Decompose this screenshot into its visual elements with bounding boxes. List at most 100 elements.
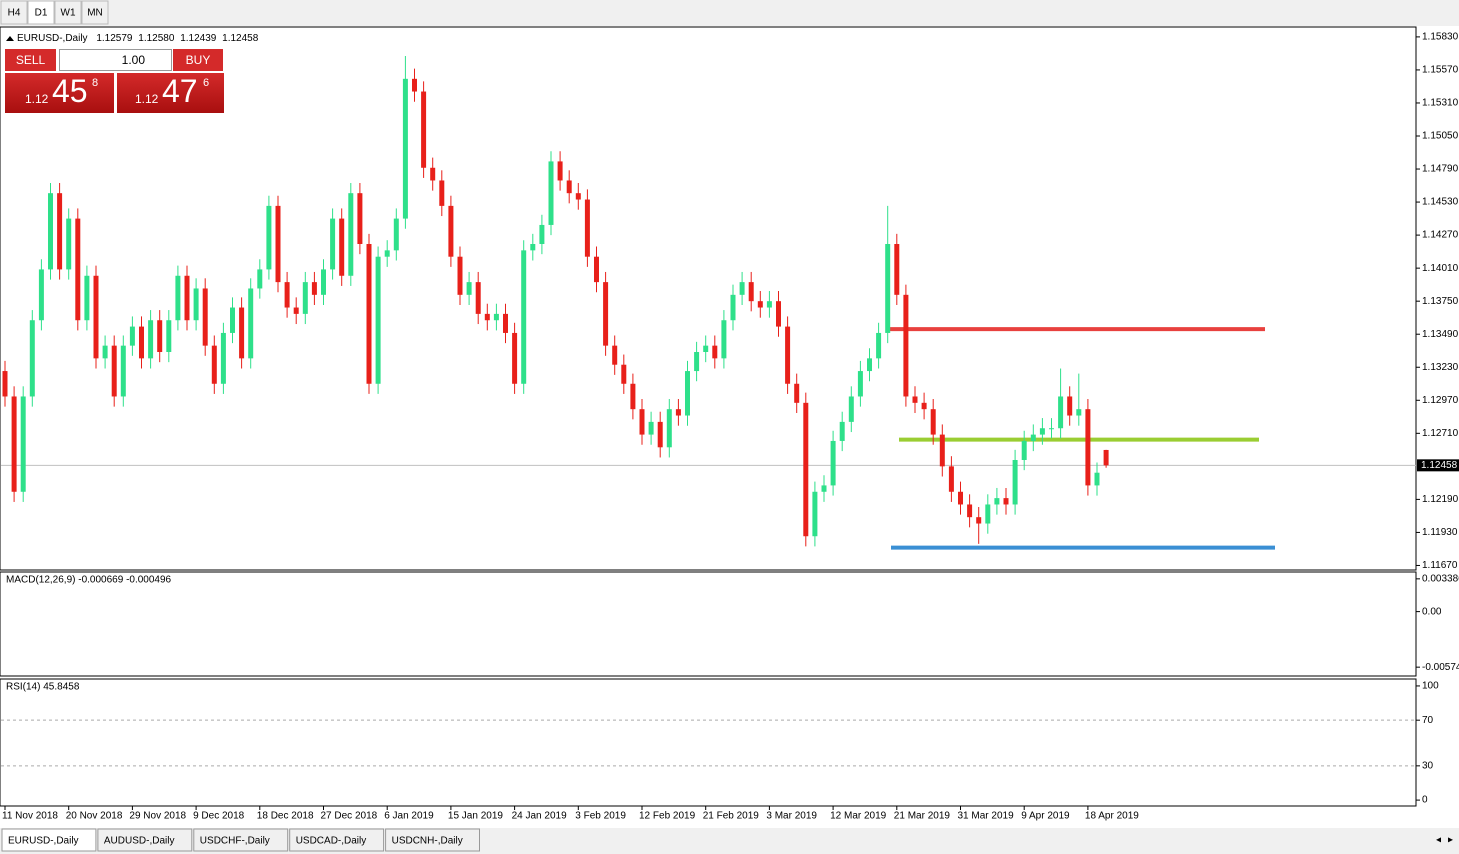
sell-price[interactable]: 1.12 45 8 (5, 73, 114, 113)
y-tick-label: 1.14790 (1422, 164, 1459, 175)
candle-body (375, 256, 381, 384)
candle-body (1021, 440, 1027, 460)
candle-body (503, 313, 508, 333)
candle-body (948, 466, 954, 492)
candle-body (448, 205, 454, 257)
candle-body (20, 396, 26, 492)
candle-body (603, 282, 609, 346)
sell-button[interactable]: SELL (5, 49, 56, 71)
candle-body (757, 301, 763, 308)
candle-body (330, 218, 336, 270)
high: 1.12580 (138, 33, 175, 44)
timeframe-tab[interactable] (0, 0, 28, 25)
candle-body (48, 193, 53, 270)
candle-body (939, 434, 945, 467)
candle-body (366, 244, 372, 384)
y-tick-label: 1.12710 (1422, 428, 1459, 439)
candle-body (475, 282, 481, 314)
timeframe-label: W1 (61, 8, 76, 19)
symbol-tab[interactable] (97, 828, 193, 852)
candle-body (102, 345, 108, 359)
candle-body (712, 345, 718, 359)
lot-input[interactable]: 1.00 (59, 49, 172, 71)
candle-body (739, 282, 745, 295)
bid-tag (1417, 459, 1459, 472)
candle-body (421, 91, 427, 168)
x-tick-label: 21 Feb 2019 (703, 811, 760, 822)
timeframe-tab[interactable] (81, 0, 109, 25)
candle-body (29, 320, 35, 397)
candle-body (630, 383, 636, 410)
x-tick-label: 3 Feb 2019 (575, 811, 626, 822)
candle-body (776, 301, 781, 327)
candle-body (1103, 449, 1109, 466)
candle-body (38, 269, 44, 321)
candle-body (148, 320, 154, 359)
candle-body (348, 193, 354, 276)
buy-price[interactable]: 1.12 47 6 (117, 73, 224, 113)
candle-body (284, 282, 290, 308)
macd-panel (0, 571, 1417, 677)
symbol-tab[interactable] (385, 828, 481, 852)
price-fraction: 8 (92, 77, 99, 89)
low: 1.12439 (180, 33, 217, 44)
candle-body (1076, 409, 1082, 416)
x-tick-label: 18 Apr 2019 (1085, 811, 1139, 822)
x-tick-label: 9 Dec 2018 (193, 811, 245, 822)
x-tick-label: 6 Jan 2019 (384, 811, 434, 822)
symbol-tab[interactable] (289, 828, 385, 852)
candle-body (439, 180, 445, 206)
candle-body (885, 244, 891, 333)
candle-body (202, 288, 208, 346)
price-fraction: 6 (203, 77, 210, 89)
candle-body (612, 345, 618, 365)
candle-body (921, 402, 927, 410)
candle-body (11, 396, 17, 492)
scroll-left[interactable]: ◂ (1436, 835, 1441, 846)
y-tick-label: 1.15830 (1422, 32, 1459, 43)
y-tick-label: 100 (1422, 681, 1439, 692)
candle-body (557, 161, 563, 181)
symbol-tab[interactable] (193, 828, 289, 852)
x-tick-label: 9 Apr 2019 (1021, 811, 1070, 822)
y-tick-label: -0.00574 (1422, 662, 1459, 673)
x-tick-label: 12 Feb 2019 (639, 811, 696, 822)
candle-body (748, 282, 754, 302)
candle-body (694, 352, 700, 372)
symbol-tab[interactable] (1, 828, 97, 852)
price-panel (0, 26, 1417, 571)
price-prefix: 1.12 (25, 92, 49, 106)
timeframe-tab[interactable] (54, 0, 82, 25)
candle-body (430, 167, 436, 181)
candle-body (412, 78, 417, 92)
timeframe-label: H4 (8, 8, 21, 19)
candle-body (803, 402, 809, 537)
candle-body (666, 409, 672, 448)
candle-body (1039, 428, 1045, 435)
y-tick-label: 1.15570 (1422, 65, 1459, 76)
y-tick-label: 1.15310 (1422, 98, 1459, 109)
candle-body (66, 218, 72, 270)
candle-body (139, 326, 144, 359)
macd-label: MACD(12,26,9) -0.000669 -0.000496 (6, 575, 172, 586)
candle-body (293, 307, 299, 314)
candle-body (985, 504, 991, 524)
candle-body (230, 307, 235, 333)
y-tick-label: 30 (1422, 760, 1434, 771)
y-tick-label: 1.15050 (1422, 131, 1459, 142)
candle-body (766, 301, 772, 308)
candle-body (621, 364, 627, 384)
scroll-right[interactable]: ▸ (1448, 835, 1453, 846)
candle-body (830, 440, 836, 486)
symbol-header: EURUSD-,Daily 1.12579 1.12580 1.12439 1.… (17, 33, 259, 44)
candle-body (266, 205, 272, 270)
candle-body (685, 371, 690, 416)
candle-body (457, 256, 463, 295)
candle-body (857, 371, 863, 397)
x-tick-label: 24 Jan 2019 (512, 811, 567, 822)
timeframe-tab[interactable] (27, 0, 55, 25)
buy-button[interactable]: BUY (173, 49, 223, 71)
rsi-panel (0, 678, 1417, 807)
candle-body (75, 218, 81, 321)
candle-body (639, 409, 645, 435)
